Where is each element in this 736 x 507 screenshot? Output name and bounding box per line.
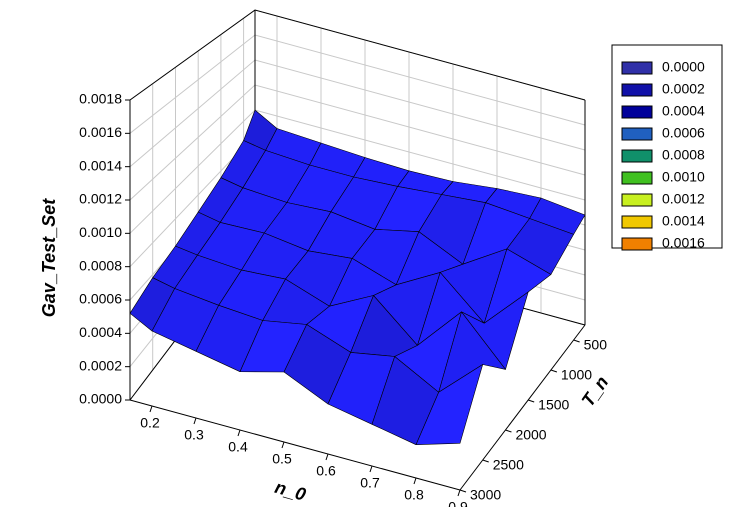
legend-label: 0.0016 [662,235,705,251]
y-tick [459,489,467,493]
legend-swatch [621,171,653,185]
y-tick [550,369,558,373]
z-tick-label: 0.0004 [79,324,122,340]
y-tick [482,459,489,463]
y-tick [528,399,535,403]
x-tick-label: 0.5 [272,451,292,467]
legend-swatch [621,149,653,163]
x-tick [237,429,241,437]
legend-label: 0.0008 [662,147,705,163]
x-tick-label: 0.3 [184,427,204,443]
x-tick-label: 0.9 [448,499,468,507]
y-tick-label: 3000 [470,487,501,503]
x-tick [193,417,197,425]
z-axis-label: Gav_Test_Set [39,198,59,317]
legend-swatch [621,127,653,141]
legend-swatch [621,215,653,229]
z-tick-label: 0.0010 [79,224,122,240]
x-tick-label: 0.6 [316,463,336,479]
x-tick [149,405,153,413]
surface-face [415,364,484,446]
x-tick [325,453,329,461]
legend-swatch [621,237,653,251]
y-tick-label: 2000 [515,427,546,443]
y-tick-label: 2500 [493,457,524,473]
x-tick [457,489,461,497]
legend-swatch [621,61,653,75]
z-tick-label: 0.0008 [79,257,122,273]
x-tick [281,441,285,449]
y-tick [505,429,512,433]
y-tick-label: 500 [584,337,608,353]
legend-box [611,44,723,249]
legend-label: 0.0002 [662,81,705,97]
x-tick-label: 0.4 [228,439,248,455]
z-tick-label: 0.0014 [79,157,122,173]
y-tick-label: 1500 [538,397,569,413]
z-tick-label: 0.0006 [79,291,122,307]
legend: 0.0000 0.0002 0.0004 0.0006 0.0008 0.0010 0.00… [621,59,705,251]
x-tick-label: 0.7 [360,475,380,491]
x-axis [129,399,461,491]
legend-label: 0.0000 [662,59,705,75]
legend-swatch [621,83,653,97]
z-tick-label: 0.0002 [79,357,122,373]
legend-swatch [621,105,653,119]
y-axis [459,324,586,491]
legend-label: 0.0004 [662,103,705,119]
legend-label: 0.0012 [662,191,705,207]
y-tick [573,339,580,343]
z-tick-label: 0.0000 [79,391,122,407]
x-tick [413,477,417,485]
legend-swatch [621,193,653,207]
legend-label: 0.0006 [662,125,705,141]
z-tick-label: 0.0018 [79,91,122,107]
legend-label: 0.0010 [662,169,705,185]
y-tick-label: 1000 [561,367,592,383]
z-tick-label: 0.0012 [79,191,122,207]
surface [129,109,586,446]
axes: 0.0000 0.0002 0.0004 0.0006 0.0008 0.0010 0.00… [79,91,607,507]
x-tick [369,465,373,473]
x-tick-label: 0.2 [140,415,160,431]
legend-label: 0.0014 [662,213,705,229]
x-tick-label: 0.8 [404,487,424,503]
z-tick-label: 0.0016 [79,124,122,140]
